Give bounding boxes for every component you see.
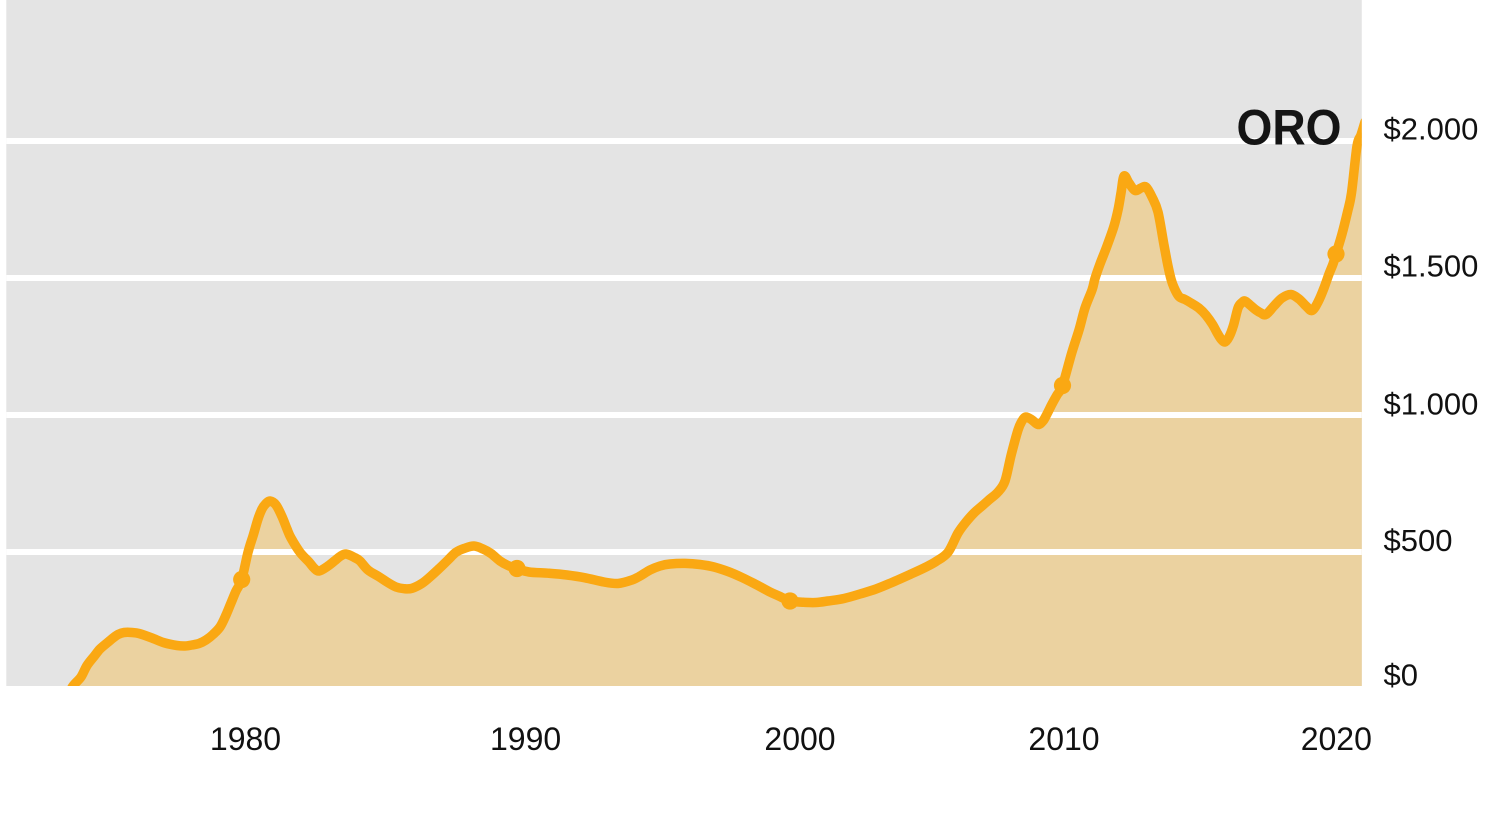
svg-text:$2.000: $2.000	[1384, 112, 1479, 147]
svg-text:$500: $500	[1384, 523, 1453, 558]
svg-text:2020: 2020	[1301, 721, 1372, 757]
svg-text:$1.500: $1.500	[1384, 249, 1479, 284]
svg-text:$0: $0	[1384, 658, 1418, 693]
svg-text:$1.000: $1.000	[1384, 387, 1479, 422]
svg-text:2000: 2000	[764, 721, 835, 757]
svg-text:1990: 1990	[490, 721, 561, 757]
svg-text:2010: 2010	[1028, 721, 1099, 757]
svg-text:1980: 1980	[210, 721, 281, 757]
svg-text:ORO: ORO	[1237, 99, 1342, 155]
